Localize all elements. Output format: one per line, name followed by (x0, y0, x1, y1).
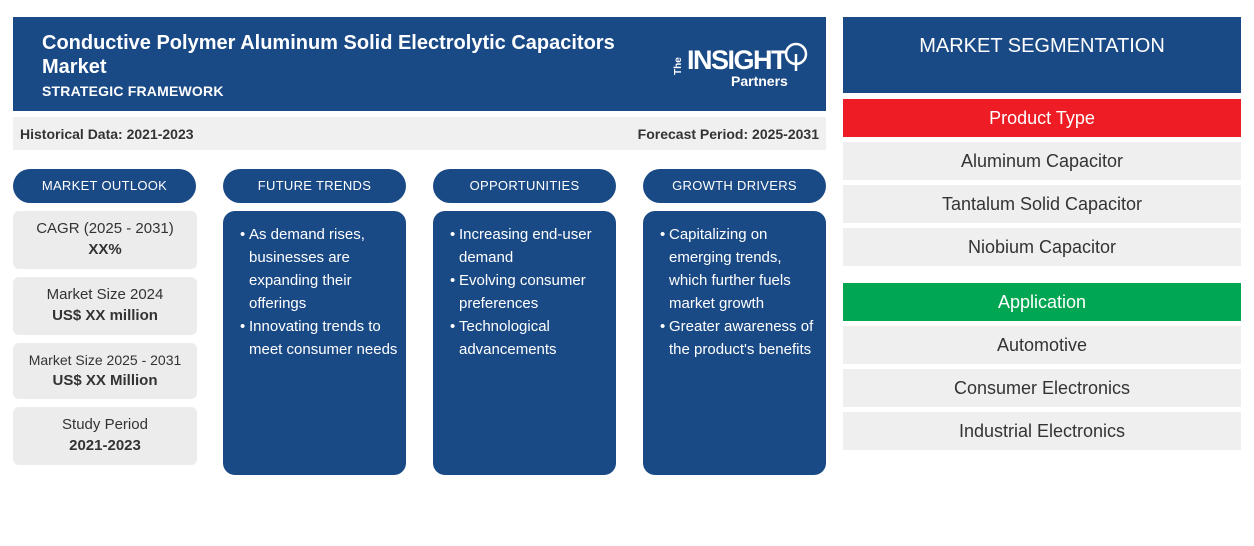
segment-item: Industrial Electronics (843, 412, 1241, 450)
stat-value: US$ XX million (52, 307, 158, 324)
lightbulb-icon (784, 42, 808, 71)
stat-value: US$ XX Million (52, 372, 158, 389)
stat-label: CAGR (2025 - 2031) (36, 220, 174, 237)
cagr-stat: CAGR (2025 - 2031) XX% (13, 211, 197, 269)
future-trends-card: As demand rises, businesses are expandin… (223, 211, 406, 475)
page-title: Conductive Polymer Aluminum Solid Electr… (42, 32, 615, 78)
list-item: Innovating trends to meet consumer needs (240, 315, 400, 361)
segment-item: Aluminum Capacitor (843, 142, 1241, 180)
segment-item: Automotive (843, 326, 1241, 364)
list-item: Evolving consumer preferences (450, 269, 610, 315)
list-item: Greater awareness of the product's benef… (660, 315, 820, 361)
segment-item: Consumer Electronics (843, 369, 1241, 407)
application-heading: Application (843, 283, 1241, 321)
product-type-heading: Product Type (843, 99, 1241, 137)
growth-drivers-heading: GROWTH DRIVERS (643, 169, 826, 203)
market-size-forecast-stat: Market Size 2025 - 2031 US$ XX Million (13, 343, 197, 399)
historical-data: Historical Data: 2021-2023 (20, 126, 194, 142)
logo-partners: Partners (731, 73, 788, 89)
market-size-2024-stat: Market Size 2024 US$ XX million (13, 277, 197, 335)
stat-value: 2021-2023 (69, 437, 141, 454)
logo-the: The (673, 57, 684, 75)
stat-value: XX% (88, 241, 122, 258)
growth-drivers-card: Capitalizing on emerging trends, which f… (643, 211, 826, 475)
page-subtitle: STRATEGIC FRAMEWORK (42, 83, 224, 99)
market-segmentation-heading: MARKET SEGMENTATION (843, 17, 1241, 93)
market-outlook-heading: MARKET OUTLOOK (13, 169, 196, 203)
stat-label: Market Size 2024 (46, 286, 164, 303)
stat-label: Study Period (62, 416, 148, 433)
list-item: As demand rises, businesses are expandin… (240, 223, 400, 315)
header-banner: Conductive Polymer Aluminum Solid Electr… (13, 17, 826, 111)
opportunities-heading: OPPORTUNITIES (433, 169, 616, 203)
stat-label: Market Size 2025 - 2031 (28, 352, 182, 368)
forecast-period: Forecast Period: 2025-2031 (637, 126, 819, 142)
segment-item: Niobium Capacitor (843, 228, 1241, 266)
insight-partners-logo: The INSIGHT Partners (673, 41, 813, 111)
future-trends-heading: FUTURE TRENDS (223, 169, 406, 203)
list-item: Capitalizing on emerging trends, which f… (660, 223, 820, 315)
segment-item: Tantalum Solid Capacitor (843, 185, 1241, 223)
list-item: Technological advancements (450, 315, 610, 361)
logo-insight: INSIGHT (687, 45, 788, 75)
study-period-stat: Study Period 2021-2023 (13, 407, 197, 465)
opportunities-card: Increasing end-user demand Evolving cons… (433, 211, 616, 475)
period-bar: Historical Data: 2021-2023 Forecast Peri… (13, 117, 826, 150)
list-item: Increasing end-user demand (450, 223, 610, 269)
